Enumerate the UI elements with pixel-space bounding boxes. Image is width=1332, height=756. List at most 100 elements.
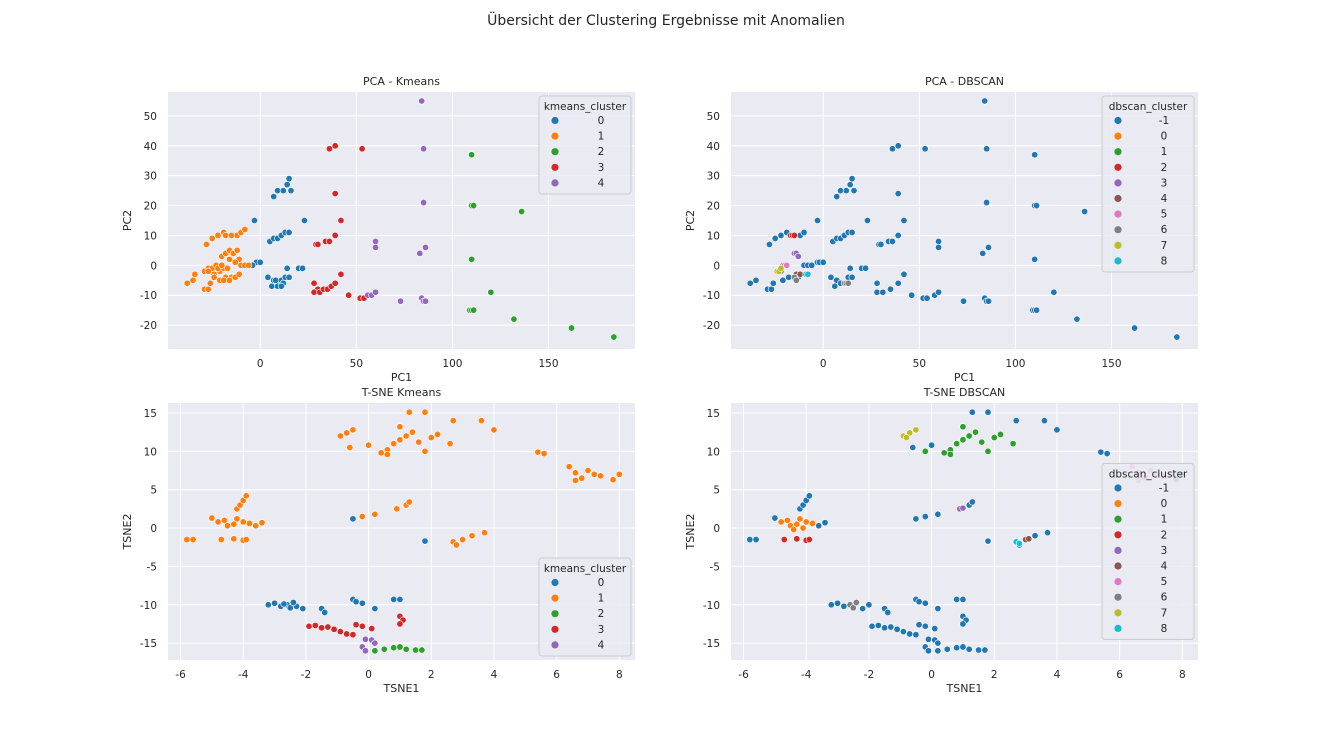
legend-box [1101,463,1195,640]
point-cluster-0 [321,608,329,616]
point-cluster-1 [540,450,548,458]
y-tick-label: 10 [144,446,157,458]
point-cluster-4 [397,297,405,305]
point-cluster--1 [821,519,829,527]
point-cluster--1 [859,605,867,613]
point-cluster-1 [252,522,260,530]
point-cluster--1 [935,243,943,251]
point-cluster--1 [815,522,823,530]
y-axis-label: TSNE2 [684,514,697,551]
point-cluster-3 [794,252,802,260]
point-cluster-1 [214,231,222,239]
y-tick-label: 30 [707,171,720,183]
point-cluster--1 [909,443,917,451]
y-tick-label: -10 [703,600,720,612]
point-cluster-0 [777,518,785,526]
point-cluster--1 [1081,208,1089,216]
point-cluster-1 [946,450,954,458]
legend-marker [1114,609,1122,617]
point-cluster--1 [752,536,760,544]
point-cluster--1 [1012,417,1020,425]
point-cluster-2 [468,151,476,159]
figure-title: Übersicht der Clustering Ergebnisse mit … [487,13,845,29]
point-cluster-1 [565,463,573,471]
point-cluster-0 [285,228,293,236]
legend-entry: 3 [598,624,605,636]
x-tick-label: -2 [301,669,311,681]
point-cluster-0 [283,264,291,272]
point-cluster--1 [894,190,902,198]
point-cluster-1 [242,536,250,544]
point-cluster-4 [416,249,424,257]
point-cluster--1 [960,297,968,305]
point-cluster-4 [422,243,430,251]
point-cluster-0 [799,524,807,532]
point-cluster-0 [277,282,285,290]
x-tick-label: 2 [991,669,998,681]
data-points [183,97,618,341]
point-cluster--1 [868,622,876,630]
point-cluster-0 [802,518,810,526]
point-cluster-2 [793,535,801,543]
point-cluster-0 [271,599,279,607]
legend-marker [1114,531,1122,539]
x-tick-label: 6 [553,669,560,681]
point-cluster--1 [1040,417,1048,425]
point-cluster-2 [470,202,478,210]
point-cluster--1 [931,625,939,633]
legend-entry: 4 [598,177,605,189]
point-cluster-3 [311,621,319,629]
point-cluster-3 [330,625,338,633]
point-cluster-4 [361,635,369,643]
point-cluster--1 [924,647,932,655]
legend: kmeans_cluster 0 1 2 3 4 [538,557,632,657]
point-cluster-4 [796,270,804,278]
point-cluster-1 [427,434,435,442]
point-cluster-2 [418,646,426,654]
point-cluster-1 [477,417,485,425]
point-cluster--1 [819,258,827,266]
data-points [746,97,1181,341]
point-cluster-1 [204,285,212,293]
point-cluster-2 [402,645,410,653]
point-cluster--1 [1073,315,1081,323]
point-cluster-0 [790,526,798,534]
legend-marker [1114,179,1122,187]
point-cluster-0 [280,600,288,608]
point-cluster--1 [981,646,989,654]
point-cluster-1 [208,234,216,242]
point-cluster-1 [468,532,476,540]
point-cluster-0 [299,264,307,272]
point-cluster-1 [615,470,623,478]
point-cluster--1 [921,513,929,521]
x-tick-label: 150 [538,358,558,370]
legend-title: kmeans_cluster [544,101,627,113]
point-cluster--1 [921,599,929,607]
point-cluster-3 [343,630,351,638]
legend-entry: 5 [1161,209,1168,221]
point-cluster--1 [800,228,808,236]
legend: dbscan_cluster -1 0 1 2 3 4 5 6 7 8 [1101,463,1195,640]
point-cluster-0 [808,519,816,527]
x-tick-label: 4 [491,669,498,681]
point-cluster-0 [272,276,280,284]
y-tick-label: 0 [713,260,720,272]
point-cluster--1 [915,598,923,606]
point-cluster--1 [827,601,835,609]
legend-entry: 0 [598,115,605,127]
point-cluster-3 [337,217,345,225]
point-cluster-2 [780,536,788,544]
point-cluster--1 [899,628,907,636]
point-cluster-1 [371,510,379,518]
legend-marker [1114,624,1122,633]
point-cluster-1 [343,429,351,437]
point-cluster-1 [978,438,986,446]
legend-marker [551,594,559,602]
legend-marker [1114,132,1122,140]
point-cluster-1 [402,432,410,440]
point-cluster-1 [405,498,413,506]
point-cluster-1 [208,514,216,522]
point-cluster-1 [408,428,416,436]
point-cluster--1 [1173,333,1181,341]
